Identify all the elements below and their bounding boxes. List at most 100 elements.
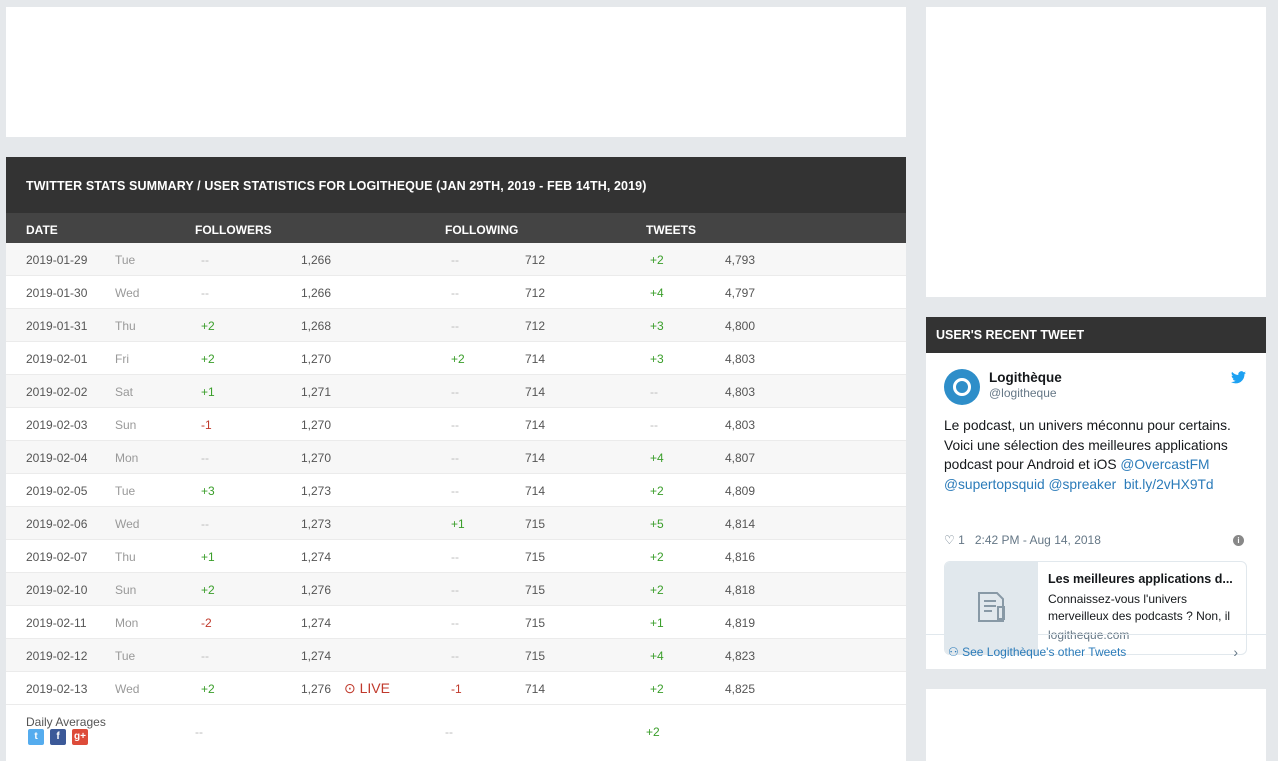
row-day: Fri <box>115 352 129 366</box>
row-tweets-change: +1 <box>650 616 664 630</box>
row-date: 2019-02-12 <box>26 649 88 663</box>
facebook-icon[interactable]: f <box>50 729 66 745</box>
row-followers: 1,274 <box>301 649 332 663</box>
row-following: 714 <box>525 451 546 465</box>
row-tweets: 4,823 <box>725 649 756 663</box>
info-icon[interactable]: i <box>1233 535 1244 546</box>
row-tweets: 4,797 <box>725 286 756 300</box>
row-followers-change: +1 <box>201 550 215 564</box>
row-following-change: -1 <box>451 682 462 696</box>
row-following: 714 <box>525 385 546 399</box>
row-following: 715 <box>525 616 546 630</box>
daily-averages-label: Daily Averages <box>26 715 106 729</box>
row-following: 715 <box>525 583 546 597</box>
row-day: Tue <box>115 649 136 663</box>
row-date: 2019-02-10 <box>26 583 88 597</box>
row-day: Wed <box>115 286 140 300</box>
row-followers-change: -- <box>201 286 209 300</box>
row-date: 2019-02-06 <box>26 517 88 531</box>
row-following: 715 <box>525 550 546 564</box>
twitter-bird-icon[interactable] <box>1231 371 1246 387</box>
row-tweets: 4,800 <box>725 319 756 333</box>
row-followers-change: +3 <box>201 484 215 498</box>
table-row: 2019-02-03 Sun -1 1,270 -- 714 -- 4,803 <box>6 408 906 441</box>
row-followers-change: -- <box>201 649 209 663</box>
row-followers-change: +2 <box>201 319 215 333</box>
row-following: 714 <box>525 352 546 366</box>
see-other-tweets-link[interactable]: ⚇ See Logithèque's other Tweets <box>948 645 1127 659</box>
ad-sidebar-top <box>926 7 1266 297</box>
row-tweets-change: +2 <box>650 682 664 696</box>
row-followers-change: +2 <box>201 352 215 366</box>
tweet-author-handle[interactable]: @logitheque <box>989 386 1057 400</box>
link-card[interactable]: Les meilleures applications d... Connais… <box>944 561 1247 655</box>
row-following: 715 <box>525 649 546 663</box>
row-following: 714 <box>525 418 546 432</box>
row-tweets-change: +4 <box>650 451 664 465</box>
column-date: DATE <box>26 223 58 237</box>
row-date: 2019-02-03 <box>26 418 88 432</box>
column-following: FOLLOWING <box>445 223 519 237</box>
document-icon <box>978 592 1005 622</box>
recent-tweet-panel: USER'S RECENT TWEET Logithèque @logitheq… <box>926 317 1266 669</box>
row-tweets-change: +2 <box>650 550 664 564</box>
live-label: LIVE <box>359 680 390 696</box>
row-date: 2019-02-11 <box>26 616 87 630</box>
row-tweets-change: +4 <box>650 286 664 300</box>
mention-link[interactable]: @OvercastFM <box>1120 457 1210 472</box>
chevron-right-icon[interactable]: › <box>1233 644 1238 660</box>
row-following-change: -- <box>451 286 459 300</box>
row-date: 2019-02-04 <box>26 451 88 465</box>
row-tweets: 4,825 <box>725 682 756 696</box>
stats-summary-title: TWITTER STATS SUMMARY / USER STATISTICS … <box>6 157 906 213</box>
avg-following: -- <box>445 725 453 739</box>
row-tweets: 4,803 <box>725 352 756 366</box>
row-following-change: -- <box>451 451 459 465</box>
row-date: 2019-02-02 <box>26 385 88 399</box>
tweet-meta: ♡ 1 2:42 PM - Aug 14, 2018 <box>944 533 1101 547</box>
like-count[interactable]: 1 <box>958 533 965 547</box>
row-followers-change: +2 <box>201 583 215 597</box>
row-day: Tue <box>115 253 136 267</box>
heart-icon[interactable]: ♡ <box>944 533 955 547</box>
row-date: 2019-02-05 <box>26 484 88 498</box>
table-header: DATE FOLLOWERS FOLLOWING TWEETS <box>6 213 906 243</box>
mention-link[interactable]: @supertopsquid <box>944 476 1045 492</box>
avg-tweets: +2 <box>646 725 660 739</box>
row-day: Sat <box>115 385 134 399</box>
table-row: 2019-02-13 Wed +2 1,276 -1 714 +2 4,825 ⊙ LIVE <box>6 672 906 705</box>
tweet-url-link[interactable]: bit.ly/2vHX9Td <box>1123 476 1214 492</box>
person-icon: ⚇ <box>948 645 959 659</box>
table-row: 2019-02-01 Fri +2 1,270 +2 714 +3 4,803 <box>6 342 906 375</box>
row-tweets-change: +4 <box>650 649 664 663</box>
row-followers: 1,266 <box>301 286 332 300</box>
ad-sidebar-bottom <box>926 689 1266 761</box>
row-tweets-change: +2 <box>650 484 664 498</box>
row-followers-change: -- <box>201 517 209 531</box>
mention-link[interactable]: @spreaker <box>1048 476 1117 492</box>
row-followers-change: +2 <box>201 682 215 696</box>
row-tweets-change: +2 <box>650 583 664 597</box>
tweet-footer[interactable]: ⚇ See Logithèque's other Tweets › <box>926 634 1266 669</box>
row-day: Mon <box>115 451 139 465</box>
table-row: 2019-02-05 Tue +3 1,273 -- 714 +2 4,809 <box>6 474 906 507</box>
tweet-author-name[interactable]: Logithèque <box>989 370 1062 385</box>
card-domain: logitheque.com <box>1048 628 1130 642</box>
row-followers: 1,266 <box>301 253 332 267</box>
clock-icon: ⊙ <box>344 680 360 696</box>
avatar[interactable] <box>944 369 980 405</box>
row-day: Wed <box>115 517 140 531</box>
row-following: 714 <box>525 682 546 696</box>
tweet-time[interactable]: 2:42 PM - Aug 14, 2018 <box>974 533 1101 547</box>
twitter-icon[interactable]: t <box>28 729 44 745</box>
live-badge[interactable]: ⊙ LIVE <box>344 680 390 697</box>
row-followers: 1,276 <box>301 583 332 597</box>
table-row: 2019-02-06 Wed -- 1,273 +1 715 +5 4,814 <box>6 507 906 540</box>
row-tweets: 4,803 <box>725 385 756 399</box>
row-day: Mon <box>115 616 139 630</box>
google-plus-icon[interactable]: g+ <box>72 729 88 745</box>
row-following-change: -- <box>451 484 459 498</box>
table-row: 2019-02-10 Sun +2 1,276 -- 715 +2 4,818 <box>6 573 906 606</box>
stats-table-body: 2019-01-29 Tue -- 1,266 -- 712 +2 4,793 2019-01-… <box>6 243 906 705</box>
row-day: Thu <box>115 550 136 564</box>
